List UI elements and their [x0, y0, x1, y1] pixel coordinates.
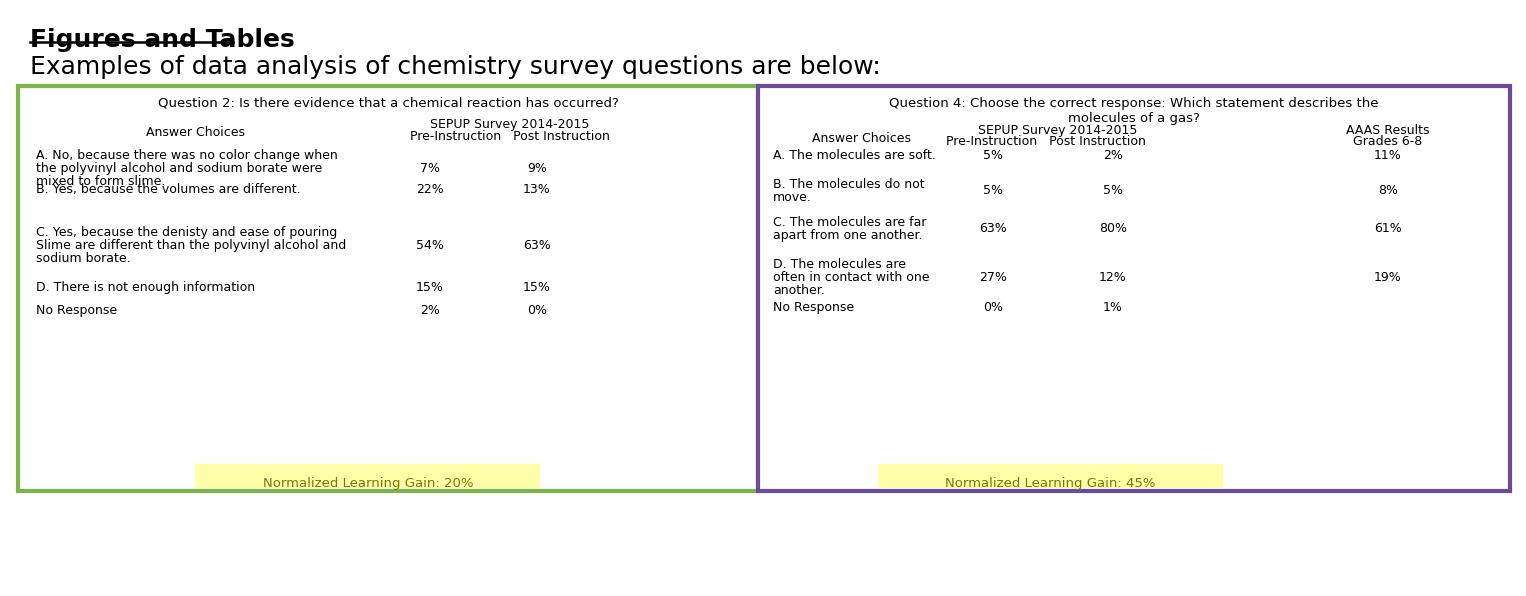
- Text: Slime are different than the polyvinyl alcohol and: Slime are different than the polyvinyl a…: [37, 239, 346, 252]
- Text: Grades 6-8: Grades 6-8: [1354, 135, 1422, 148]
- Text: No Response: No Response: [774, 301, 855, 314]
- Text: C. Yes, because the denisty and ease of pouring: C. Yes, because the denisty and ease of …: [37, 226, 337, 239]
- Text: 5%: 5%: [983, 185, 1003, 197]
- Text: 12%: 12%: [1099, 271, 1126, 284]
- Text: No Response: No Response: [37, 304, 118, 317]
- Text: 63%: 63%: [980, 222, 1007, 235]
- Bar: [877, 464, 1222, 488]
- Text: 9%: 9%: [526, 162, 546, 175]
- Text: 27%: 27%: [980, 271, 1007, 284]
- Text: another.: another.: [774, 284, 824, 297]
- Bar: [758, 86, 1511, 491]
- Text: Examples of data analysis of chemistry survey questions are below:: Examples of data analysis of chemistry s…: [31, 55, 881, 79]
- Text: Question 2: Is there evidence that a chemical reaction has occurred?: Question 2: Is there evidence that a che…: [157, 97, 618, 110]
- Text: 2%: 2%: [1103, 149, 1123, 162]
- Text: B. The molecules do not: B. The molecules do not: [774, 178, 925, 191]
- Text: Pre-Instruction   Post Instruction: Pre-Instruction Post Instruction: [410, 130, 610, 143]
- Text: mixed to form slime.: mixed to form slime.: [37, 175, 165, 188]
- Text: Question 4: Choose the correct response: Which statement describes the
molecules: Question 4: Choose the correct response:…: [890, 97, 1380, 125]
- Text: 54%: 54%: [417, 239, 444, 252]
- Text: 2%: 2%: [420, 304, 439, 317]
- Text: SEPUP Survey 2014-2015: SEPUP Survey 2014-2015: [978, 124, 1138, 137]
- Text: 19%: 19%: [1373, 271, 1402, 284]
- Text: A. No, because there was no color change when: A. No, because there was no color change…: [37, 149, 337, 162]
- Text: C. The molecules are far: C. The molecules are far: [774, 216, 926, 229]
- Text: 80%: 80%: [1099, 222, 1128, 235]
- Bar: [18, 86, 758, 491]
- Text: 22%: 22%: [417, 183, 444, 196]
- Text: B. Yes, because the volumes are different.: B. Yes, because the volumes are differen…: [37, 183, 301, 196]
- Text: 7%: 7%: [420, 162, 439, 175]
- Text: D. There is not enough information: D. There is not enough information: [37, 281, 255, 294]
- Text: 8%: 8%: [1378, 185, 1398, 197]
- Text: 63%: 63%: [523, 239, 551, 252]
- Text: 5%: 5%: [983, 149, 1003, 162]
- Text: 0%: 0%: [983, 301, 1003, 314]
- Text: Pre-Instruction   Post Instruction: Pre-Instruction Post Instruction: [946, 135, 1146, 148]
- Text: the polyvinyl alcohol and sodium borate were: the polyvinyl alcohol and sodium borate …: [37, 162, 322, 175]
- Text: Answer Choices: Answer Choices: [145, 126, 244, 139]
- Text: AAAS Results: AAAS Results: [1346, 124, 1430, 137]
- Text: 13%: 13%: [523, 183, 551, 196]
- Text: 1%: 1%: [1103, 301, 1123, 314]
- Text: A. The molecules are soft.: A. The molecules are soft.: [774, 149, 935, 162]
- Text: Answer Choices: Answer Choices: [812, 132, 911, 145]
- Text: 0%: 0%: [526, 304, 546, 317]
- Text: Normalized Learning Gain: 20%: Normalized Learning Gain: 20%: [262, 477, 473, 490]
- Text: 61%: 61%: [1373, 222, 1402, 235]
- Text: sodium borate.: sodium borate.: [37, 252, 131, 265]
- Text: 15%: 15%: [523, 281, 551, 294]
- Text: move.: move.: [774, 191, 812, 204]
- Text: D. The molecules are: D. The molecules are: [774, 258, 906, 271]
- Text: often in contact with one: often in contact with one: [774, 271, 929, 284]
- Text: 11%: 11%: [1373, 149, 1402, 162]
- Text: apart from one another.: apart from one another.: [774, 229, 923, 242]
- Bar: [195, 464, 540, 488]
- Text: 15%: 15%: [417, 281, 444, 294]
- Text: Normalized Learning Gain: 45%: Normalized Learning Gain: 45%: [945, 477, 1155, 490]
- Text: 5%: 5%: [1103, 185, 1123, 197]
- Text: SEPUP Survey 2014-2015: SEPUP Survey 2014-2015: [430, 118, 589, 131]
- Text: Figures and Tables: Figures and Tables: [31, 28, 295, 52]
